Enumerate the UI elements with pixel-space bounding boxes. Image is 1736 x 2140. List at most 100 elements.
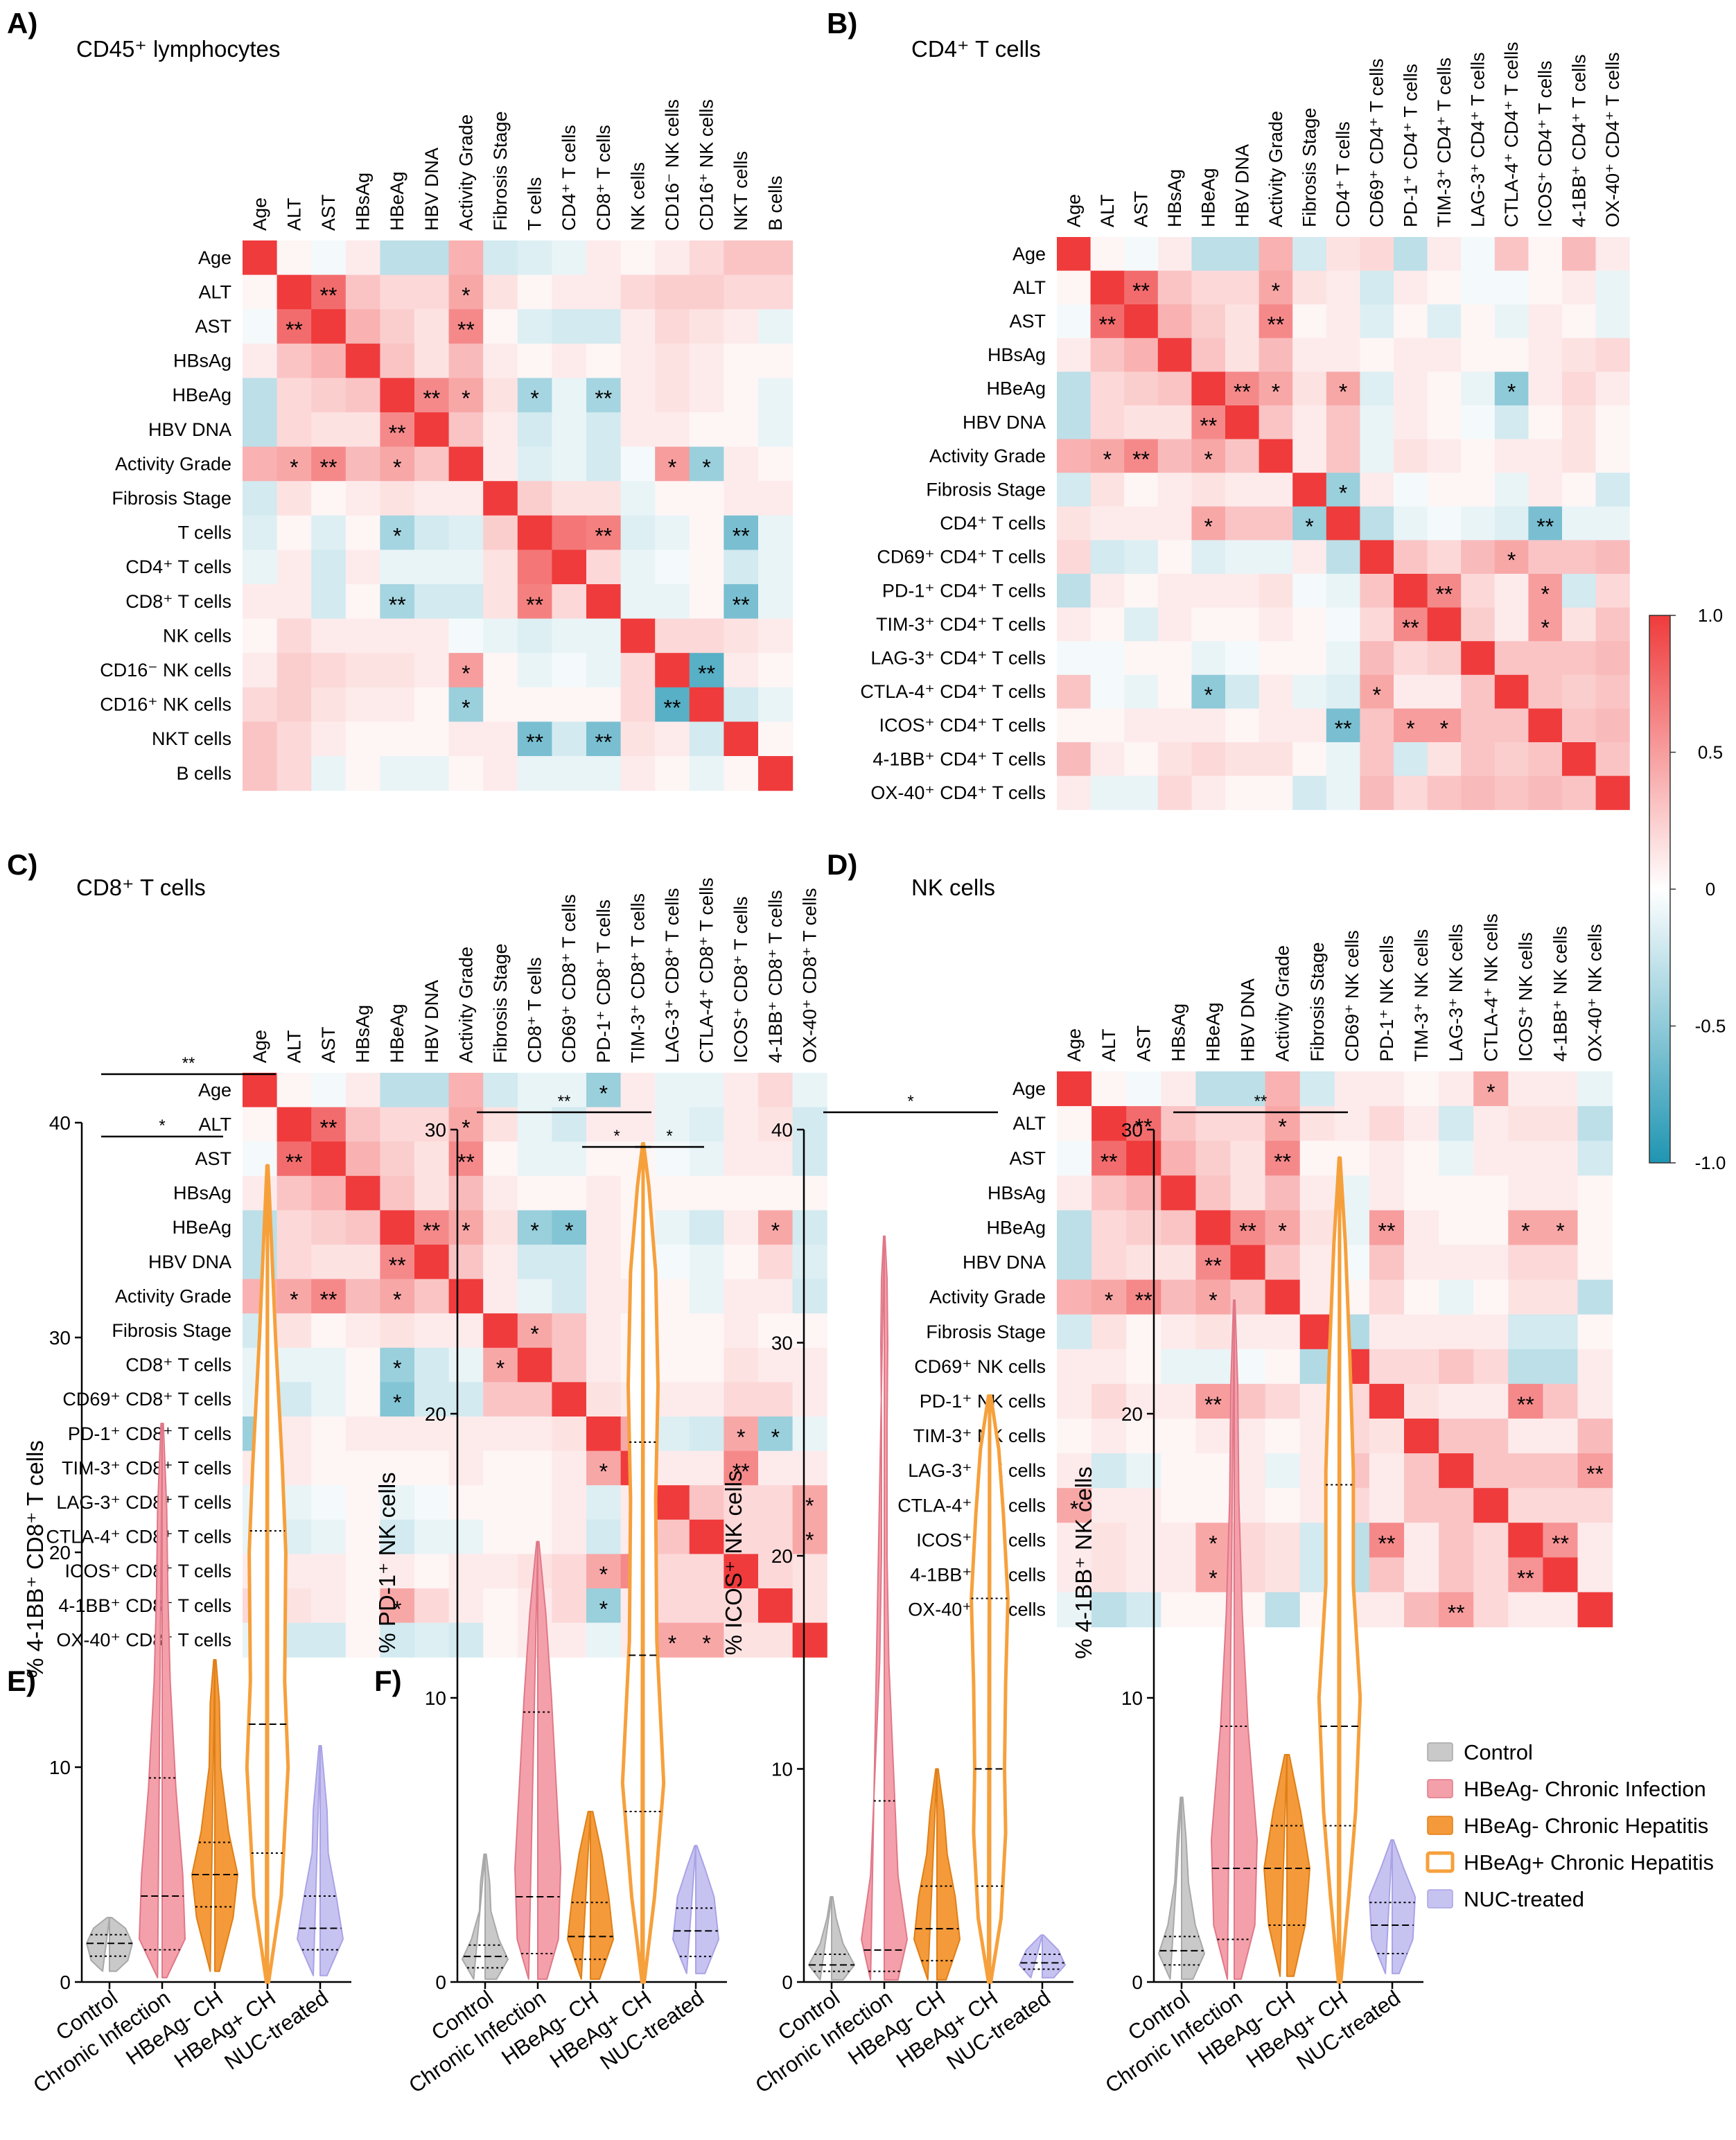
colorbar-gradient <box>1649 615 1671 1164</box>
heatmap-cell <box>1461 304 1496 339</box>
heatmap-cell <box>1091 1279 1127 1315</box>
heatmap-cell <box>1161 1419 1196 1454</box>
significance-star: * <box>290 455 298 480</box>
heatmap-cell <box>689 584 724 620</box>
heatmap-cell <box>552 653 587 688</box>
y-tick-label: 20 <box>49 1542 71 1563</box>
heatmap-cell <box>1326 574 1360 608</box>
heatmap-cell <box>1191 574 1226 608</box>
heatmap-cell <box>620 240 656 276</box>
heatmap-cell <box>243 550 278 585</box>
heatmap-cell <box>758 1417 794 1452</box>
heatmap-cell <box>1057 1071 1092 1107</box>
y-tick-label: 30 <box>1121 1119 1143 1141</box>
heatmap-cell <box>1057 574 1091 608</box>
heatmap-cell <box>1577 1106 1613 1141</box>
heatmap-cell <box>1543 1453 1579 1489</box>
significance-star: * <box>1209 1565 1217 1590</box>
significance-star: * <box>1070 1496 1078 1521</box>
violin-nuc <box>1369 1839 1416 1974</box>
heatmap-cell <box>311 653 347 688</box>
row-label: HBsAg <box>173 351 231 371</box>
heatmap-cell <box>552 1622 587 1658</box>
significance-star: * <box>805 1528 814 1553</box>
heatmap-cell <box>483 584 518 620</box>
heatmap-cell <box>345 756 380 791</box>
heatmap-cell <box>1473 1106 1509 1141</box>
heatmap-cell <box>1427 708 1462 743</box>
significance-star: ** <box>423 1218 440 1243</box>
heatmap-cell <box>1157 607 1192 642</box>
heatmap-cell <box>1124 775 1159 810</box>
heatmap-cell <box>1461 237 1496 272</box>
heatmap-cell <box>689 687 724 722</box>
heatmap-cell <box>1057 337 1091 372</box>
heatmap-cell <box>277 481 312 516</box>
heatmap-cell <box>1404 1419 1439 1454</box>
heatmap-cell <box>277 515 312 550</box>
heatmap-cell <box>1161 1453 1196 1489</box>
heatmap-cell <box>655 1279 690 1314</box>
heatmap-cell <box>243 240 278 276</box>
heatmap-cell <box>792 1382 827 1417</box>
heatmap-cell <box>448 1210 484 1245</box>
heatmap-cell <box>1427 674 1462 709</box>
heatmap-cell <box>1494 304 1529 339</box>
heatmap-cell <box>1543 1245 1579 1281</box>
y-tick-label: 10 <box>1121 1687 1143 1709</box>
heatmap-title: CD45⁺ lymphocytes <box>76 36 280 62</box>
column-label: CD16⁺ NK cells <box>696 99 717 231</box>
heatmap-cell <box>345 1622 380 1658</box>
heatmap-cell <box>448 550 484 585</box>
heatmap-cell <box>1292 540 1327 575</box>
heatmap-cell <box>414 1107 450 1142</box>
heatmap-cell <box>1577 1453 1613 1489</box>
heatmap-cell <box>1126 1488 1161 1523</box>
heatmap-cell <box>1157 775 1192 810</box>
heatmap-cell <box>552 378 587 413</box>
heatmap-cell <box>1225 405 1260 440</box>
violin-hbeag_pos_ch <box>620 1142 666 1984</box>
significance-star: * <box>1406 717 1414 742</box>
violin-hbeag_neg_ch <box>567 1811 614 1980</box>
heatmap-cell <box>1394 473 1428 507</box>
heatmap-cell <box>1057 1245 1092 1281</box>
heatmap-cell <box>1124 742 1159 777</box>
heatmap-cell <box>1360 540 1394 575</box>
heatmap-cell <box>1326 607 1360 642</box>
significance-star: * <box>1339 481 1347 506</box>
heatmap-cell <box>1494 473 1529 507</box>
heatmap-cell <box>552 1245 587 1280</box>
significance-star: ** <box>286 1150 303 1175</box>
significance-star: ** <box>1274 1149 1291 1174</box>
heatmap-cell <box>552 1313 587 1349</box>
heatmap-cell <box>380 756 415 791</box>
heatmap-cell <box>1292 574 1327 608</box>
heatmap-cell <box>1195 1175 1231 1211</box>
significance-star: ** <box>1200 413 1217 438</box>
significance-star: * <box>1556 1218 1564 1243</box>
heatmap-cell <box>1577 1175 1613 1211</box>
heatmap-cell <box>1528 540 1563 575</box>
heatmap-cell <box>655 721 690 757</box>
heatmap-cell <box>517 1073 552 1108</box>
heatmap-cell <box>1439 1314 1474 1350</box>
column-label: CD69⁺ CD8⁺ T cells <box>559 894 579 1063</box>
heatmap-cell <box>792 1622 827 1658</box>
heatmap-cell <box>1360 674 1394 709</box>
heatmap-cell <box>1369 1419 1405 1454</box>
heatmap-cell <box>311 412 347 448</box>
row-label: PD-1⁺ CD4⁺ T cells <box>882 580 1046 601</box>
heatmap-cell <box>277 1382 312 1417</box>
heatmap-cell <box>1126 1523 1161 1558</box>
heatmap-cell <box>1124 237 1159 272</box>
heatmap-cell <box>448 378 484 413</box>
heatmap-cell <box>1124 607 1159 642</box>
significance-star: * <box>290 1287 298 1312</box>
heatmap-cell <box>448 653 484 688</box>
heatmap-cell <box>414 1313 450 1349</box>
heatmap-cell <box>1394 304 1428 339</box>
row-label: 4-1BB⁺ CD4⁺ T cells <box>873 748 1046 769</box>
heatmap-cell <box>1124 540 1159 575</box>
heatmap-cell <box>1326 540 1360 575</box>
